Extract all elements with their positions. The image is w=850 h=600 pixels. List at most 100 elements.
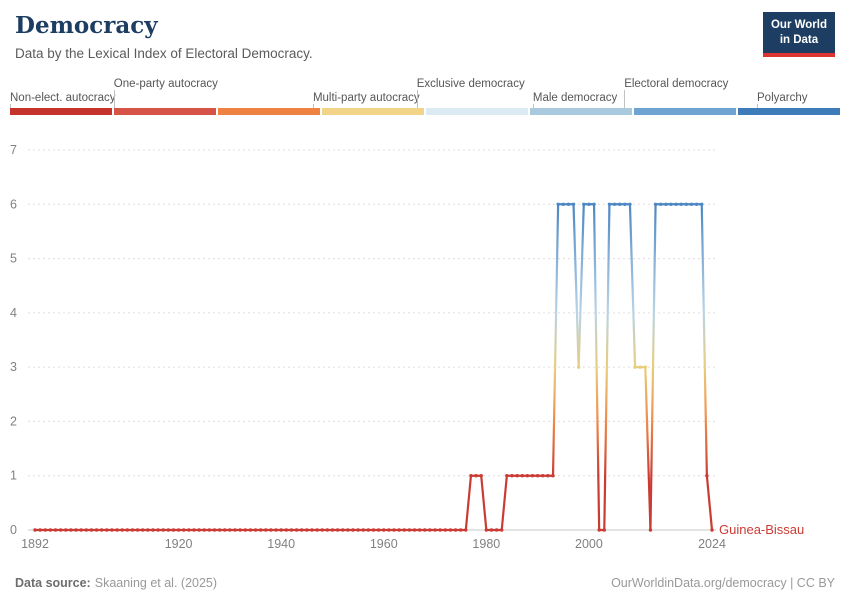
series-point[interactable] <box>166 528 171 532</box>
series-point[interactable] <box>710 528 714 532</box>
series-point[interactable] <box>653 202 658 206</box>
series-point[interactable] <box>335 528 340 532</box>
series-point[interactable] <box>38 528 42 532</box>
series-point[interactable] <box>448 528 453 532</box>
series-point[interactable] <box>89 528 94 532</box>
series-point[interactable] <box>269 528 273 532</box>
series-point[interactable] <box>264 528 268 532</box>
series-point[interactable] <box>428 528 432 532</box>
series-point[interactable] <box>325 528 330 532</box>
series-point[interactable] <box>387 528 391 532</box>
series-point[interactable] <box>597 528 601 532</box>
series-point[interactable] <box>48 528 53 532</box>
series-point[interactable] <box>176 528 181 532</box>
series-point[interactable] <box>664 202 668 206</box>
series-point[interactable] <box>376 528 381 532</box>
series-point[interactable] <box>587 202 591 206</box>
series-point[interactable] <box>53 528 58 532</box>
series-point[interactable] <box>248 528 253 532</box>
series-point[interactable] <box>469 474 473 478</box>
series-point[interactable] <box>243 528 247 532</box>
series-point[interactable] <box>402 528 406 532</box>
series-point[interactable] <box>659 202 663 206</box>
series-point[interactable] <box>669 202 673 206</box>
series-point[interactable] <box>674 202 678 206</box>
series-point[interactable] <box>525 474 530 478</box>
series-line-transition[interactable] <box>464 475 473 531</box>
series-point[interactable] <box>617 202 622 206</box>
series-point[interactable] <box>64 528 68 532</box>
series-line-transition[interactable] <box>592 204 601 531</box>
series-point[interactable] <box>474 474 478 478</box>
series-point[interactable] <box>423 528 427 532</box>
series-point[interactable] <box>510 474 514 478</box>
series-point[interactable] <box>120 528 124 532</box>
series-point[interactable] <box>130 528 135 532</box>
series-point[interactable] <box>274 528 278 532</box>
series-point[interactable] <box>371 528 376 532</box>
series-point[interactable] <box>689 202 694 206</box>
series-point[interactable] <box>382 528 386 532</box>
series-point[interactable] <box>217 528 222 532</box>
series-point[interactable] <box>484 528 489 532</box>
series-point[interactable] <box>433 528 437 532</box>
series-point[interactable] <box>125 528 130 532</box>
series-point[interactable] <box>161 528 165 532</box>
series-line-transition[interactable] <box>628 204 637 368</box>
series-point[interactable] <box>366 528 371 532</box>
data-source-value[interactable]: Skaaning et al. (2025) <box>94 576 218 590</box>
series-point[interactable] <box>171 528 176 532</box>
series-point[interactable] <box>612 202 617 206</box>
series-line-transition[interactable] <box>500 475 508 531</box>
series-point[interactable] <box>43 528 47 532</box>
series-point[interactable] <box>202 528 206 532</box>
series-point[interactable] <box>453 528 458 532</box>
series-point[interactable] <box>623 202 627 206</box>
series-point[interactable] <box>187 528 191 532</box>
series-guinea-bissau[interactable] <box>33 202 714 532</box>
series-point[interactable] <box>197 528 201 532</box>
series-point[interactable] <box>561 202 565 206</box>
series-point[interactable] <box>489 528 494 532</box>
series-point[interactable] <box>284 528 289 532</box>
series-line-transition[interactable] <box>603 204 611 531</box>
series-point[interactable] <box>694 202 699 206</box>
series-point[interactable] <box>320 528 324 532</box>
series-point[interactable] <box>299 528 304 532</box>
series-point[interactable] <box>351 528 355 532</box>
series-point[interactable] <box>58 528 63 532</box>
series-point[interactable] <box>458 528 463 532</box>
series-point[interactable] <box>94 528 99 532</box>
series-point[interactable] <box>110 528 114 532</box>
series-point[interactable] <box>84 528 88 532</box>
series-point[interactable] <box>228 528 232 532</box>
entity-label[interactable]: Guinea-Bissau <box>719 522 804 537</box>
series-point[interactable] <box>520 474 524 478</box>
series-point[interactable] <box>438 528 442 532</box>
series-point[interactable] <box>238 528 242 532</box>
owid-logo[interactable]: Our World in Data <box>762 12 835 57</box>
series-point[interactable] <box>582 202 586 206</box>
series-point[interactable] <box>412 528 417 532</box>
series-point[interactable] <box>151 528 155 532</box>
series-point[interactable] <box>69 528 73 532</box>
series-point[interactable] <box>361 528 365 532</box>
series-point[interactable] <box>638 365 642 369</box>
series-line-transition[interactable] <box>572 204 580 368</box>
series-point[interactable] <box>135 528 140 532</box>
series-point[interactable] <box>192 528 196 532</box>
series-point[interactable] <box>341 528 345 532</box>
series-point[interactable] <box>105 528 109 532</box>
series-point[interactable] <box>115 528 119 532</box>
series-line-transition[interactable] <box>649 204 657 531</box>
series-line-transition[interactable] <box>644 367 652 531</box>
series-point[interactable] <box>541 474 545 478</box>
series-point[interactable] <box>182 528 186 532</box>
series-point[interactable] <box>443 528 448 532</box>
series-point[interactable] <box>79 528 83 532</box>
series-point[interactable] <box>633 365 637 369</box>
series-point[interactable] <box>74 528 78 532</box>
series-point[interactable] <box>305 528 309 532</box>
series-point[interactable] <box>535 474 540 478</box>
series-point[interactable] <box>141 528 145 532</box>
